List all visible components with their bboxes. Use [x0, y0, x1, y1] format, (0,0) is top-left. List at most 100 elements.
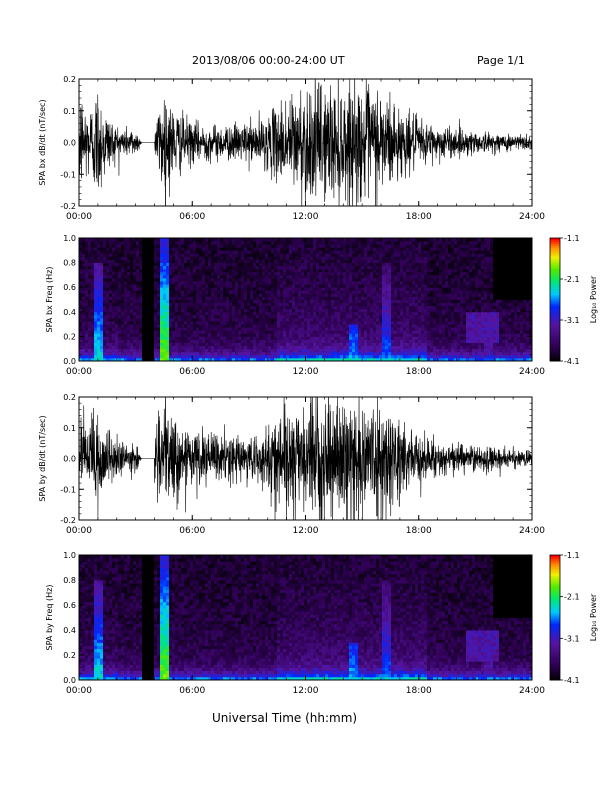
heatmap-cell — [238, 281, 242, 285]
heatmap-cell — [391, 314, 395, 319]
heatmap-cell — [421, 342, 425, 347]
heatmap-cell — [235, 284, 239, 288]
heatmap-cell — [334, 351, 338, 356]
heatmap-cell — [139, 345, 143, 350]
heatmap-cell — [388, 336, 392, 340]
heatmap-cell — [142, 339, 146, 343]
heatmap-cell — [328, 339, 332, 343]
heatmap-cell — [106, 296, 110, 300]
heatmap-cell — [280, 247, 284, 251]
heatmap-cell — [349, 327, 353, 331]
heatmap-cell — [244, 308, 248, 313]
heatmap-cell — [418, 299, 422, 303]
heatmap-cell — [94, 274, 98, 279]
heatmap-cell — [412, 241, 416, 245]
heatmap-cell — [343, 238, 347, 242]
heatmap-cell — [358, 268, 362, 273]
heatmap-cell — [343, 284, 347, 288]
heatmap-cell — [115, 333, 119, 337]
heatmap-cell — [202, 244, 206, 248]
heatmap-cell — [160, 324, 164, 328]
heatmap-cell — [253, 302, 257, 307]
heatmap-cell — [394, 342, 398, 347]
heatmap-cell — [91, 345, 95, 350]
heatmap-cell — [307, 274, 311, 279]
heatmap-cell — [403, 271, 407, 276]
heatmap-cell — [415, 324, 419, 328]
heatmap-cell — [268, 296, 272, 300]
heatmap-cell — [121, 333, 125, 337]
heatmap-cell — [436, 256, 440, 260]
heatmap-cell — [364, 336, 368, 340]
heatmap-cell — [397, 351, 401, 356]
heatmap-cell — [274, 284, 278, 288]
heatmap-cell — [193, 256, 197, 260]
heatmap-cell — [379, 354, 383, 359]
heatmap-cell — [88, 354, 92, 359]
heatmap-cell — [421, 327, 425, 331]
heatmap-cell — [427, 336, 431, 340]
heatmap-cell — [316, 290, 320, 294]
heatmap-cell — [262, 256, 266, 260]
heatmap-cell — [112, 305, 116, 310]
heatmap-cell — [223, 268, 227, 273]
heatmap-cell — [253, 311, 257, 316]
heatmap-cell — [367, 321, 371, 325]
heatmap-cell — [334, 274, 338, 279]
heatmap-cell — [334, 244, 338, 248]
heatmap-cell — [118, 317, 122, 322]
heatmap-cell — [151, 351, 155, 356]
heatmap-cell — [361, 308, 365, 313]
heatmap-cell — [85, 357, 89, 362]
heatmap-cell — [244, 339, 248, 343]
heatmap-cell — [412, 336, 416, 340]
heatmap-cell — [190, 238, 194, 242]
heatmap-cell — [388, 330, 392, 334]
heatmap-cell — [136, 345, 140, 350]
heatmap-cell — [283, 281, 287, 285]
heatmap-cell — [151, 342, 155, 347]
heatmap-cell — [118, 253, 122, 257]
heatmap-cell — [409, 348, 413, 353]
heatmap-cell — [184, 339, 188, 343]
heatmap-cell — [160, 256, 164, 260]
heatmap-cell — [115, 308, 119, 313]
heatmap-cell — [349, 333, 353, 337]
heatmap-cell — [202, 348, 206, 353]
heatmap-cell — [235, 357, 239, 362]
heatmap-cell — [400, 348, 404, 353]
heatmap-cell — [310, 336, 314, 340]
heatmap-cell — [274, 351, 278, 356]
heatmap-cell — [172, 302, 176, 307]
heatmap-cell — [166, 336, 170, 340]
heatmap-cell — [352, 308, 356, 313]
heatmap-cell — [220, 357, 224, 362]
heatmap-cell — [199, 354, 203, 359]
heatmap-cell — [196, 299, 200, 303]
heatmap-cell — [184, 265, 188, 270]
heatmap-cell — [388, 290, 392, 294]
heatmap-cell — [442, 345, 446, 350]
heatmap-cell — [193, 293, 197, 297]
heatmap-cell — [163, 281, 167, 285]
heatmap-cell — [295, 351, 299, 356]
heatmap-cell — [148, 284, 152, 288]
heatmap-cell — [208, 247, 212, 251]
heatmap-cell — [328, 324, 332, 328]
heatmap-cell — [172, 250, 176, 254]
heatmap-cell — [304, 296, 308, 300]
heatmap-cell — [193, 345, 197, 350]
heatmap-cell — [85, 339, 89, 343]
heatmap-cell — [331, 271, 335, 276]
heatmap-cell — [106, 342, 110, 347]
heatmap-cell — [259, 311, 263, 316]
heatmap-cell — [130, 287, 134, 291]
heatmap-cell — [304, 244, 308, 248]
heatmap-cell — [100, 348, 104, 353]
heatmap-cell — [136, 253, 140, 257]
heatmap-cell — [412, 281, 416, 285]
heatmap-cell — [265, 357, 269, 362]
heatmap-cell — [109, 345, 113, 350]
heatmap-cell — [337, 302, 341, 307]
heatmap-cell — [379, 274, 383, 279]
